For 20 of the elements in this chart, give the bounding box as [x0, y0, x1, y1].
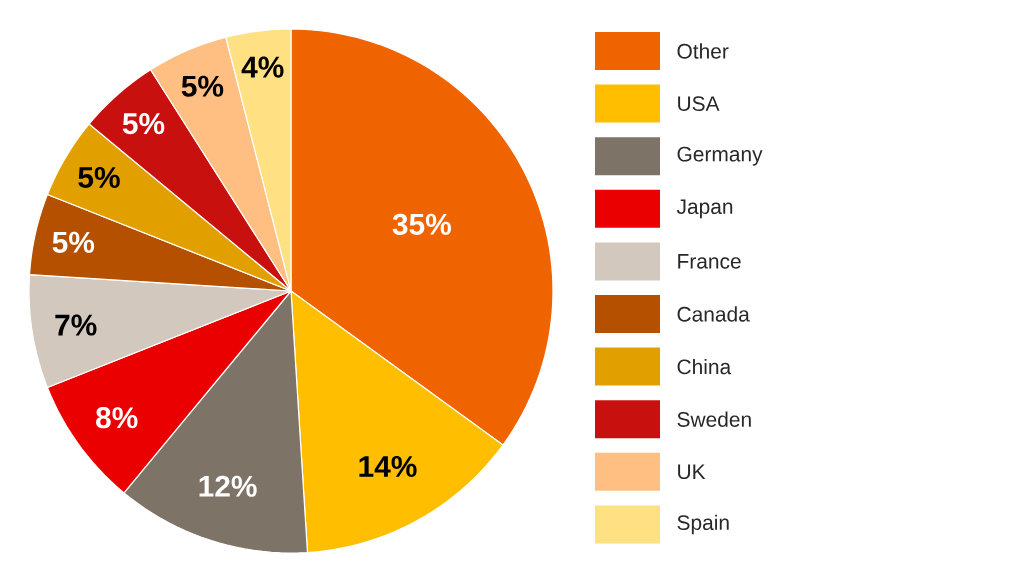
data-label: 5% — [122, 113, 165, 135]
legend-label: UK — [678, 464, 706, 480]
data-label: 5% — [78, 166, 120, 188]
legend-label: Other — [677, 43, 729, 59]
data-label: 4% — [241, 56, 284, 78]
legend-label: USA — [678, 96, 720, 111]
data-label: 14% — [359, 455, 417, 477]
legend-label: Japan — [676, 199, 733, 219]
legend-label: Sweden — [677, 411, 751, 427]
data-label: 8% — [96, 407, 138, 429]
legend-label: Spain — [677, 514, 729, 535]
data-label: 7% — [55, 314, 97, 336]
legend-label: Canada — [677, 306, 750, 322]
data-label: 35% — [392, 213, 451, 235]
data-label: 5% — [52, 231, 95, 253]
legend-label: Germany — [677, 146, 763, 166]
data-label: 12% — [199, 475, 257, 497]
data-label: 5% — [181, 75, 224, 97]
legend-label: China — [677, 358, 732, 375]
legend-label: France — [678, 254, 741, 269]
